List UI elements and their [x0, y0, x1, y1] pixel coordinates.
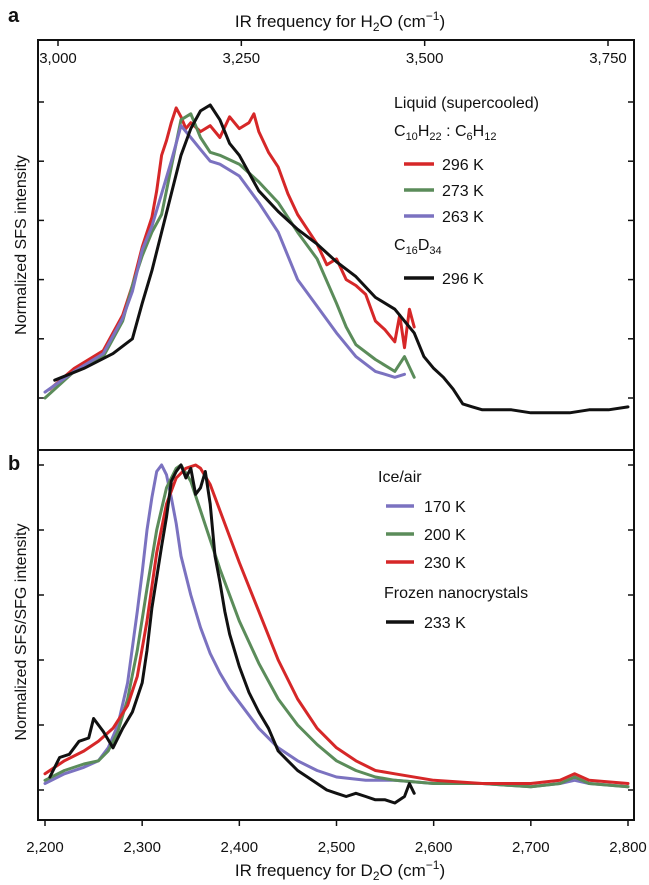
panel-label-b: b: [8, 453, 20, 475]
legend-a-label-273k: 273 K: [442, 183, 484, 200]
bottom-axis-ticks: 2,200 2,300 2,400 2,500 2,600 2,700 2,800: [26, 820, 647, 856]
top-tick-label-1: 3,250: [223, 50, 261, 67]
top-tick-label-3: 3,750: [589, 50, 627, 67]
panel-b-series-line-3: [48, 463, 416, 805]
bottom-tick-label-6: 2,800: [609, 839, 647, 856]
top-axis-ticks: 3,000 3,250 3,500 3,750: [39, 40, 627, 67]
panel-b-series: [43, 463, 630, 805]
y-axis-ticks: [38, 101, 634, 791]
panel-b-series-line-0: [43, 463, 630, 789]
panel-b-series-line-1: [43, 463, 630, 789]
panel-a-ylabel: Normalized SFS intensity: [13, 155, 30, 335]
legend-b-heading-ice: Ice/air: [378, 469, 422, 486]
bottom-tick-label-1: 2,300: [123, 839, 161, 856]
top-tick-label-0: 3,000: [39, 50, 77, 67]
panel-a-series-line-0: [48, 106, 416, 391]
top-axis-label: IR frequency for H2O (cm−1): [235, 9, 445, 34]
panel-b-ylabel: Normalized SFS/SFG intensity: [13, 524, 30, 741]
legend-b-label-200k: 200 K: [424, 527, 466, 544]
bottom-tick-label-0: 2,200: [26, 839, 64, 856]
panel-b-frame: [37, 449, 635, 821]
panel-a-legend: Liquid (supercooled) C10H22 : C6H12 296 …: [394, 95, 539, 288]
legend-b-heading-nanocrystals: Frozen nanocrystals: [384, 585, 528, 602]
bottom-axis-label: IR frequency for D2O (cm−1): [235, 858, 445, 883]
panel-b-series-line-2: [43, 463, 630, 785]
legend-a-heading-hexadecane: C16D34: [394, 237, 442, 257]
legend-a-label-296k-red: 296 K: [442, 157, 484, 174]
panel-a-frame: [37, 39, 635, 451]
legend-a-heading-liquid: Liquid (supercooled): [394, 95, 539, 112]
bottom-tick-label-4: 2,600: [415, 839, 453, 856]
panel-a-series-line-2: [43, 124, 406, 394]
legend-a-label-296k-black: 296 K: [442, 271, 484, 288]
legend-b-label-230k: 230 K: [424, 555, 466, 572]
top-tick-label-2: 3,500: [406, 50, 444, 67]
panel-a-series-line-3: [53, 103, 630, 415]
legend-b-label-233k: 233 K: [424, 615, 466, 632]
bottom-tick-label-2: 2,400: [221, 839, 259, 856]
panel-a-series: [43, 103, 630, 415]
legend-a-label-263k: 263 K: [442, 209, 484, 226]
panel-b-legend: Ice/air 170 K 200 K 230 K Frozen nanocry…: [378, 469, 528, 632]
legend-a-heading-decane-cyclohexane: C10H22 : C6H12: [394, 123, 496, 143]
panel-label-a: a: [8, 5, 20, 27]
bottom-tick-label-3: 2,500: [318, 839, 356, 856]
bottom-tick-label-5: 2,700: [512, 839, 550, 856]
legend-b-label-170k: 170 K: [424, 499, 466, 516]
